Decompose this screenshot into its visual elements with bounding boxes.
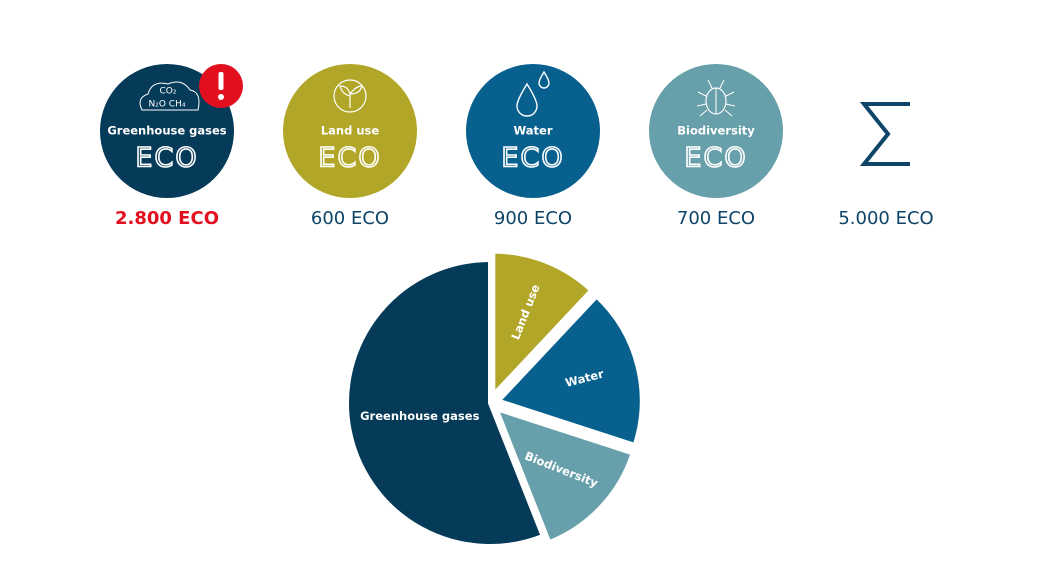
- badge-logo: ECO: [684, 143, 747, 174]
- icon-text: CO₂: [160, 87, 177, 97]
- badge-circle: [466, 64, 600, 198]
- badge-circle: [283, 64, 417, 198]
- value-label: 700 ECO: [677, 208, 755, 229]
- slice-label: Greenhouse gases: [360, 409, 479, 423]
- badge-circle: [100, 64, 234, 198]
- beetle-legs: [696, 79, 736, 117]
- badge-title: Greenhouse gases: [107, 124, 226, 138]
- total-label: 5.000 ECO: [838, 208, 933, 229]
- cloud-icon: [139, 81, 200, 111]
- pie-slice: [495, 293, 644, 448]
- plant-icon: [339, 85, 363, 108]
- badge-title: Biodiversity: [677, 124, 755, 138]
- badge-title: Land use: [321, 124, 380, 138]
- value-label: 900 ECO: [494, 208, 572, 229]
- badge-logo: ECO: [135, 143, 198, 174]
- category-badge: Biodiversity ECO 700 ECO: [649, 64, 783, 229]
- badge-circle: [649, 64, 783, 198]
- badge-title: Water: [513, 124, 552, 138]
- land-icon: [333, 79, 367, 113]
- sigma-icon: [859, 102, 910, 166]
- category-badge: Land use ECO 600 ECO: [283, 64, 417, 229]
- alert-bar: [218, 72, 224, 90]
- value-label: 2.800 ECO: [115, 208, 219, 229]
- category-badge: Greenhouse gases ECO 2.800 ECO: [100, 64, 234, 229]
- pie-slice: [345, 257, 546, 548]
- category-badge: Water ECO 900 ECO: [466, 64, 600, 229]
- icon-text: N₂O CH₄: [149, 100, 186, 110]
- badge-logo: ECO: [318, 143, 381, 174]
- value-label: 600 ECO: [311, 208, 389, 229]
- pie-slice: [493, 405, 636, 545]
- badge-logo: ECO: [501, 143, 564, 174]
- pie-slice: [491, 249, 595, 400]
- alert-dot: [218, 94, 224, 100]
- drop-icon: [516, 70, 550, 117]
